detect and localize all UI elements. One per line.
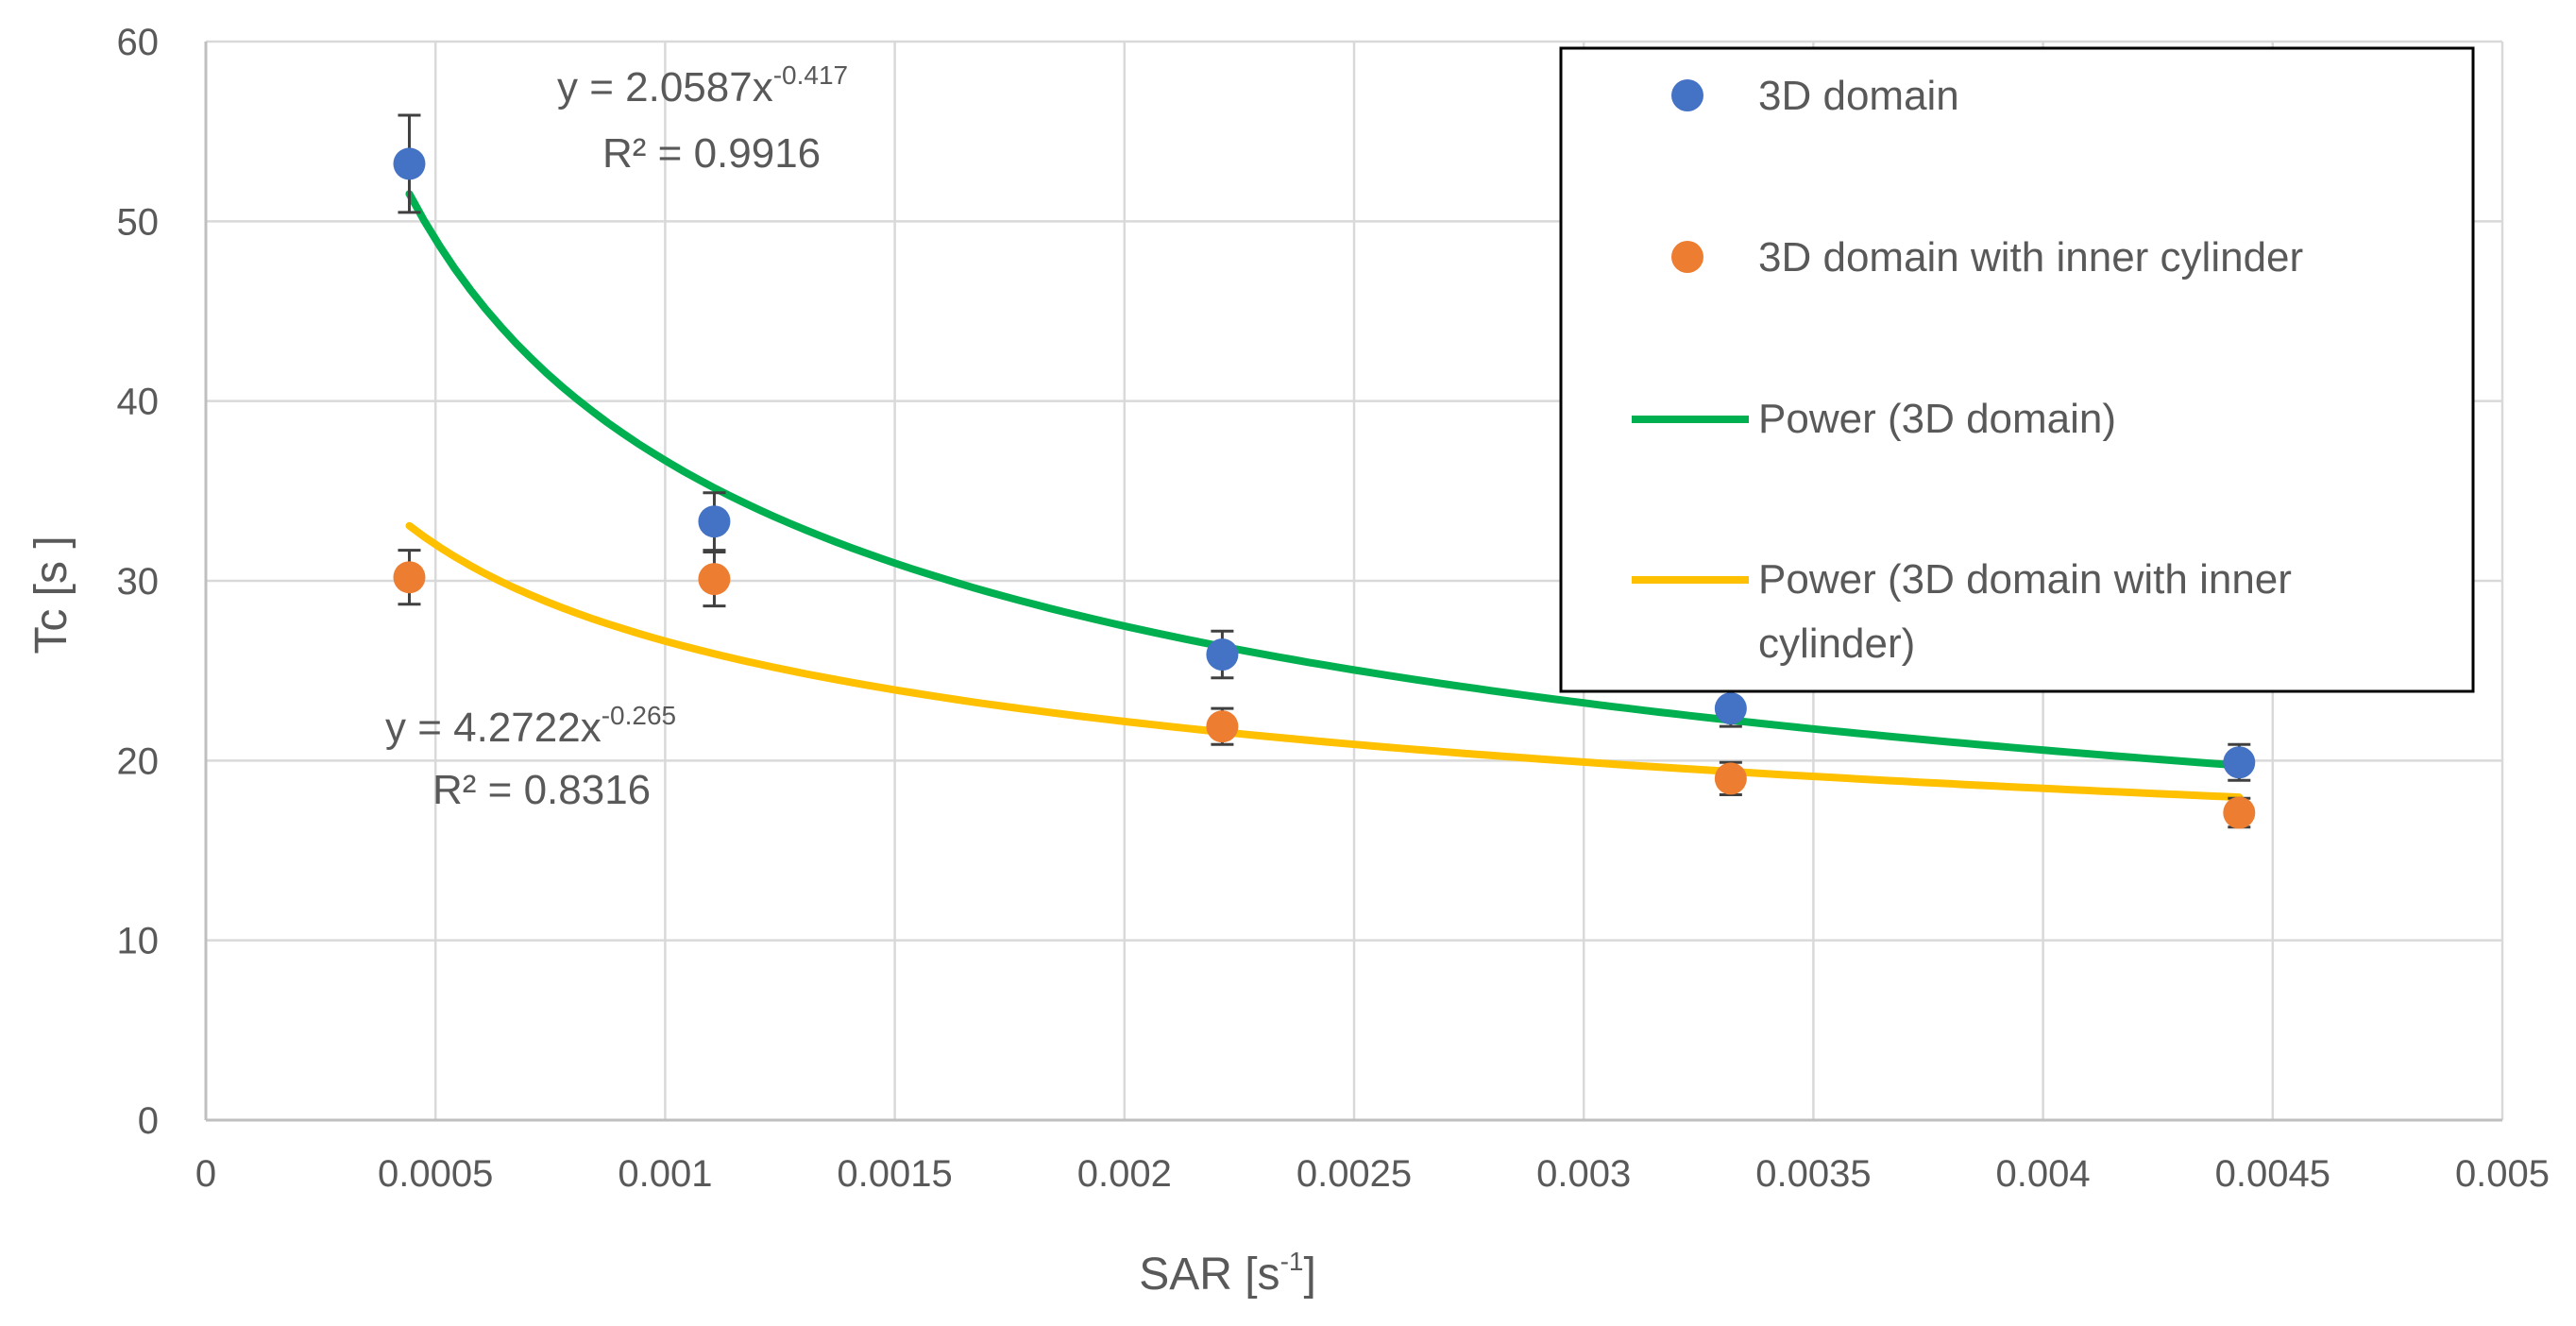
x-tick-label: 0.0045 [2215,1153,2330,1195]
x-tick-label: 0.0035 [1755,1153,1871,1195]
axes: 0 0.0005 0.001 0.0015 0.002 0.0025 0.003 0.0035… [117,22,2551,1195]
legend-marker-inner-cylinder [1671,241,1703,273]
y-tick-label: 10 [117,921,160,962]
legend-label-inner-cylinder: 3D domain with inner cylinder [1758,234,2303,280]
data-point-inner-cylinder [2223,796,2256,829]
x-tick-label: 0.004 [1996,1153,2091,1195]
y-tick-label: 40 [117,382,160,423]
trendlines [405,190,2244,802]
legend-item-power-3d-domain: Power (3D domain) [1632,396,2116,442]
data-point-inner-cylinder [1206,710,1239,743]
trendline-inner-cylinder [405,521,2244,802]
x-tick-label: 0.0025 [1296,1153,1412,1195]
legend-label-power-inner-cylinder-line2: cylinder) [1758,620,1915,667]
x-tick-label: 0.0015 [837,1153,952,1195]
equation-inner-cylinder: y = 4.2722x-0.265 [385,701,676,751]
x-tick-label: 0.003 [1536,1153,1631,1195]
data-point-3d-domain [393,147,426,180]
equation-label-3d-domain: y = 2.0587x-0.417 R² = 0.9916 [557,60,848,177]
data-point-3d-domain [1714,692,1747,725]
data-point-3d-domain [1206,638,1239,672]
x-tick-label: 0.005 [2455,1153,2550,1195]
r2-inner-cylinder: R² = 0.8316 [432,767,651,813]
equation-label-inner-cylinder: y = 4.2722x-0.265 R² = 0.8316 [385,701,676,813]
legend-label-power-3d-domain: Power (3D domain) [1758,396,2116,442]
x-tick-label: 0.001 [618,1153,712,1195]
y-tick-label: 60 [117,22,160,63]
y-tick-label: 0 [138,1100,159,1142]
data-point-inner-cylinder [393,561,426,594]
legend-label-power-inner-cylinder: Power (3D domain with inner [1758,556,2292,603]
data-point-3d-domain [698,505,731,538]
x-axis-title: SAR [s-1] [1139,1247,1316,1300]
legend-box [1559,46,2475,693]
legend-item-power-inner-cylinder: Power (3D domain with inner cylinder) [1632,556,2292,667]
x-tick-label: 0 [195,1153,216,1195]
r2-3d-domain: R² = 0.9916 [602,130,821,177]
data-points [393,147,2256,829]
data-point-3d-domain [2223,746,2256,779]
legend-item-3d-domain: 3D domain [1671,73,1959,119]
x-tick-label: 0.0005 [378,1153,493,1195]
equation-3d-domain: y = 2.0587x-0.417 [557,60,848,110]
trendline-3d-domain [405,190,2244,770]
x-tick-label: 0.002 [1077,1153,1172,1195]
y-tick-label: 20 [117,740,160,782]
data-point-inner-cylinder [698,563,731,596]
y-axis-title: Tc [s ] [26,536,76,654]
y-tick-label: 30 [117,561,160,603]
y-tick-label: 50 [117,201,160,243]
legend: 3D domain 3D domain with inner cylinder … [1559,46,2475,693]
legend-marker-3d-domain [1671,79,1703,111]
data-point-inner-cylinder [1714,762,1747,795]
legend-item-inner-cylinder: 3D domain with inner cylinder [1671,234,2303,280]
legend-label-3d-domain: 3D domain [1758,73,1959,119]
